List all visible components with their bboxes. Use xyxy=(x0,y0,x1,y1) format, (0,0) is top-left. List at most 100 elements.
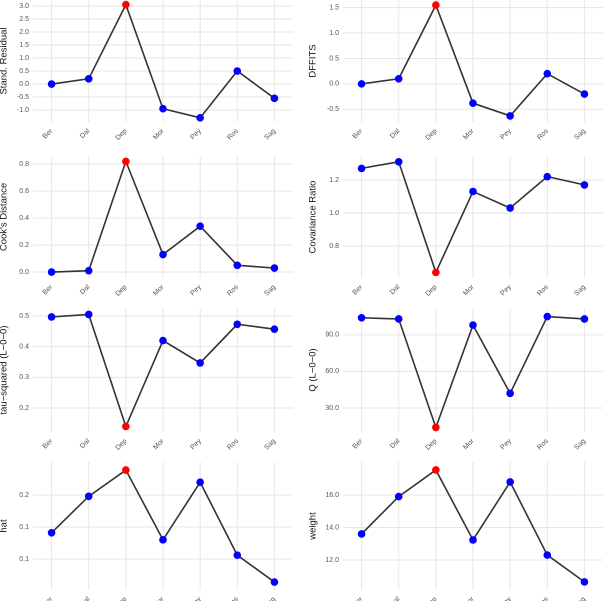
y-tick-label: 90.0 xyxy=(325,332,339,339)
x-tick-label: Ros xyxy=(536,127,550,141)
x-tick-label: Pey xyxy=(189,283,203,297)
x-tick-label: Dep xyxy=(115,596,129,601)
y-tick-label: 0.0 xyxy=(19,81,29,88)
x-tick-label: Sag xyxy=(573,128,587,142)
y-tick-label: -0.5 xyxy=(327,106,339,113)
y-tick-label: 1.0 xyxy=(329,210,339,217)
y-tick-label: 0.0 xyxy=(329,81,339,88)
x-tick-label: Ber xyxy=(352,283,365,296)
x-tick-label: Pey xyxy=(189,127,203,141)
data-point xyxy=(47,268,56,276)
y-tick-label: 1.0 xyxy=(329,30,339,37)
x-tick-label: Dep xyxy=(115,284,129,298)
y-tick-label: 16.0 xyxy=(325,492,339,499)
data-point xyxy=(469,99,477,107)
x-tick-label: Pey xyxy=(499,283,513,297)
data-point xyxy=(270,578,279,586)
x-tick-label: Sag xyxy=(263,438,277,452)
data-point xyxy=(543,551,552,559)
y-tick-label: 0.8 xyxy=(19,161,29,168)
y-axis-label: tau−squared (L−0−0) xyxy=(0,326,10,415)
x-tick-label: Dal xyxy=(389,127,402,140)
data-point xyxy=(543,172,552,181)
x-tick-label: Mor xyxy=(462,127,476,141)
y-tick-label: 0.2 xyxy=(19,405,29,412)
y-tick-label: 0.0 xyxy=(19,269,29,276)
x-tick-label: Sag xyxy=(573,284,587,298)
x-tick-label: Dep xyxy=(425,438,439,452)
data-point xyxy=(47,313,56,321)
x-tick-label: Dep xyxy=(115,128,129,142)
y-tick-label: 12.0 xyxy=(325,557,339,564)
data-point xyxy=(580,315,589,323)
x-tick-label: Mor xyxy=(152,127,166,141)
y-axis-label: Stand. Residual xyxy=(0,27,10,94)
data-point xyxy=(84,310,93,319)
x-tick-label: Ros xyxy=(536,595,550,601)
data-point xyxy=(122,422,130,431)
y-tick-label: 1.0 xyxy=(19,55,29,62)
x-tick-label: Sag xyxy=(263,596,277,601)
data-point xyxy=(469,536,477,544)
x-tick-label: Mor xyxy=(462,437,476,451)
data-point xyxy=(233,320,242,329)
data-point xyxy=(196,222,204,230)
panel: Cook's Distance 0.0 0.2 0.4 0.6 0.8 Ber Dal Dep M… xyxy=(0,156,293,298)
x-tick-label: Pey xyxy=(499,437,513,451)
x-tick-label: Dep xyxy=(425,284,439,298)
data-point xyxy=(432,423,440,432)
y-tick-label: 3.0 xyxy=(19,3,29,10)
x-tick-label: Dal xyxy=(389,283,402,296)
data-point xyxy=(506,389,514,398)
data-point xyxy=(122,0,130,9)
data-point xyxy=(469,187,477,196)
x-tick-label: Mor xyxy=(152,283,166,297)
y-axis-label: Q (L−0−0) xyxy=(308,348,319,391)
panel: hat 0.1 0.1 0.2 Ber Dal Dep Mor Pey Ros Sag xyxy=(0,462,293,601)
y-tick-label: 14.0 xyxy=(325,524,339,531)
x-tick-label: Sag xyxy=(573,596,587,601)
data-point xyxy=(357,313,366,322)
y-axis-label: hat xyxy=(0,519,10,533)
data-point xyxy=(47,528,56,537)
y-tick-label: 0.5 xyxy=(19,313,29,320)
x-tick-label: Sag xyxy=(573,438,587,452)
x-tick-label: Ros xyxy=(226,595,240,601)
x-tick-label: Dep xyxy=(115,438,129,452)
x-tick-label: Dal xyxy=(79,437,92,450)
x-tick-label: Ber xyxy=(42,437,55,450)
x-tick-label: Ros xyxy=(226,283,240,297)
x-tick-label: Ros xyxy=(226,127,240,141)
y-tick-label: 0.1 xyxy=(19,524,29,531)
x-tick-label: Dal xyxy=(79,127,92,140)
data-point xyxy=(543,312,552,321)
data-point xyxy=(196,478,204,487)
x-tick-label: Mor xyxy=(152,595,166,601)
data-point xyxy=(580,578,589,586)
data-point xyxy=(432,1,440,9)
data-point xyxy=(357,164,366,173)
y-tick-label: 0.4 xyxy=(19,215,29,222)
x-tick-label: Pey xyxy=(189,437,203,451)
panel: tau−squared (L−0−0) 0.2 0.3 0.4 0.5 Ber Dal Dep… xyxy=(0,308,293,452)
x-tick-label: Ber xyxy=(352,127,365,140)
y-tick-label: 0.8 xyxy=(329,243,339,250)
data-point xyxy=(469,321,477,329)
x-tick-label: Dal xyxy=(79,283,92,296)
x-tick-label: Pey xyxy=(499,127,513,141)
y-tick-label: 0.6 xyxy=(19,188,29,195)
data-point xyxy=(580,181,589,189)
data-point xyxy=(233,67,242,75)
data-point xyxy=(159,104,167,113)
y-tick-label: 0.5 xyxy=(19,68,29,75)
panel: DFFITS -0.5 0.0 0.5 1.0 1.5 Ber Dal Dep Mor Pey Ros… xyxy=(308,0,603,142)
data-point xyxy=(233,551,242,559)
data-point xyxy=(47,80,56,88)
x-tick-label: Dep xyxy=(425,596,439,601)
x-tick-label: Ber xyxy=(42,283,55,296)
y-axis-label: Cook's Distance xyxy=(0,183,10,251)
data-point xyxy=(159,250,167,259)
data-point xyxy=(84,75,93,83)
